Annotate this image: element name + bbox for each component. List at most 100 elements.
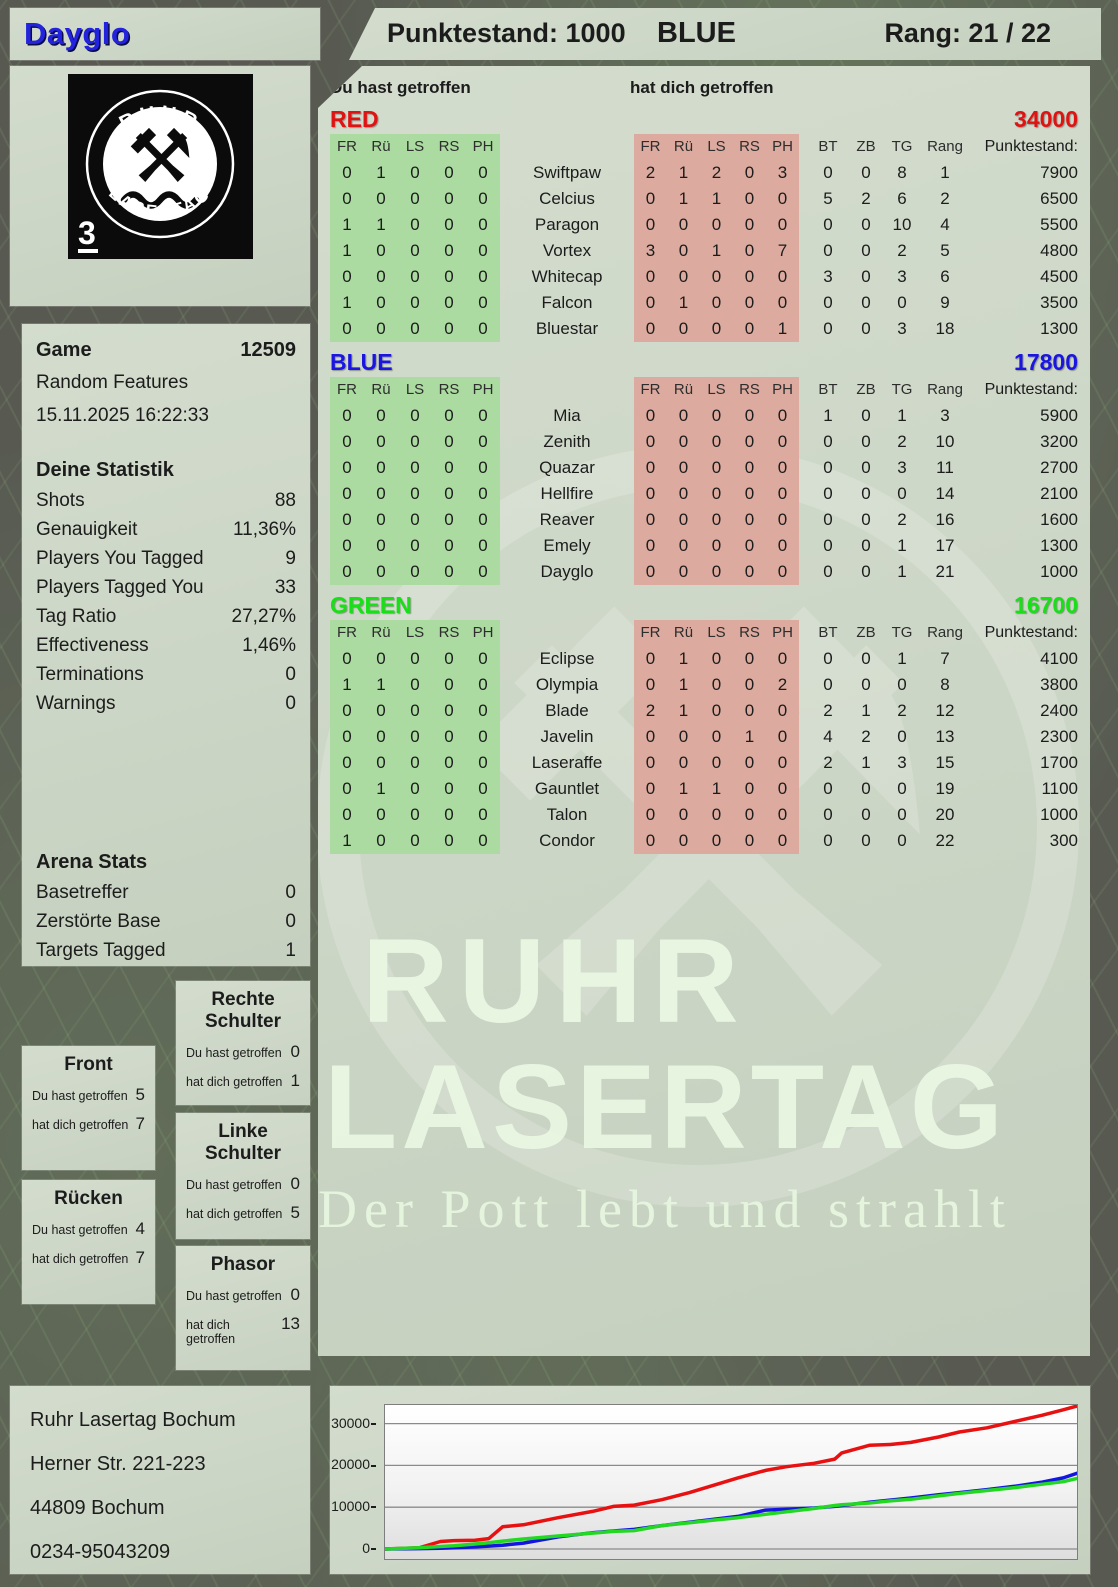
cell-stat: 1 bbox=[897, 649, 907, 668]
cell-you-hit: 0 bbox=[466, 646, 500, 672]
cell-stat: 5 bbox=[823, 189, 833, 208]
cell-stat: 19 bbox=[935, 779, 955, 798]
cell-hit-you: 7 bbox=[766, 238, 799, 264]
cell-hit-you: 0 bbox=[766, 507, 799, 533]
cell-you-hit: 0 bbox=[364, 429, 398, 455]
stat-label: Players You Tagged bbox=[36, 548, 204, 569]
cell-you-hit: 0 bbox=[364, 316, 398, 342]
cell-hit-you: 0 bbox=[667, 481, 700, 507]
cell-you-hit: 0 bbox=[432, 750, 466, 776]
cell-you-hit: 0 bbox=[466, 403, 500, 429]
cell-stat: 1 bbox=[897, 406, 907, 425]
cell-gap bbox=[799, 212, 809, 238]
cell-you-hit: 0 bbox=[466, 724, 500, 750]
cell-hit-you: 1 bbox=[700, 186, 733, 212]
team-tables: RED 34000 FR Rü LS RS PH FR Rü LS RS PH BT ZB TG Rang Pu… bbox=[330, 104, 1078, 854]
cell-stat: 15 bbox=[935, 753, 955, 772]
cell-stat: 0 bbox=[823, 562, 833, 581]
cell-stat: 1 bbox=[897, 536, 907, 555]
chart-line-green bbox=[383, 1476, 1079, 1551]
cell-you-hit: 0 bbox=[432, 160, 466, 186]
hitbox-left-shoulder: Linke Schulter Du hast getroffen 0 hat di… bbox=[176, 1113, 310, 1239]
cell-hit-you: 0 bbox=[667, 403, 700, 429]
cell-you-hit: 0 bbox=[364, 403, 398, 429]
stat-label: Players Tagged You bbox=[36, 577, 204, 598]
cell-punktestand: 1300 bbox=[1040, 319, 1078, 338]
player-name: Blade bbox=[545, 701, 589, 720]
col-header-hit-you: RS bbox=[733, 377, 766, 403]
cell-stat: 0 bbox=[897, 727, 907, 746]
col-header-name bbox=[500, 377, 634, 403]
player-name: Mia bbox=[553, 406, 581, 425]
cell-you-hit: 0 bbox=[330, 698, 364, 724]
cell-hit-you: 0 bbox=[766, 724, 799, 750]
cell-hit-you: 2 bbox=[766, 672, 799, 698]
table-row: 0 0 0 0 0 Whitecap 0 0 0 0 0 3 0 3 6 4500 bbox=[330, 264, 1078, 290]
cell-hit-you: 0 bbox=[634, 429, 667, 455]
cell-punktestand: 1000 bbox=[1040, 805, 1078, 824]
cell-you-hit: 0 bbox=[364, 290, 398, 316]
venue-city: 44809 Bochum bbox=[30, 1497, 165, 1519]
col-header-hit-you: Rü bbox=[667, 134, 700, 160]
cell-hit-you: 0 bbox=[766, 481, 799, 507]
sidebar-stats-panel: Game 12509 Random Features 15.11.2025 16… bbox=[22, 324, 310, 966]
cell-hit-you: 0 bbox=[733, 776, 766, 802]
cell-you-hit: 0 bbox=[330, 316, 364, 342]
table-row: 1 0 0 0 0 Vortex 3 0 1 0 7 0 0 2 5 4800 bbox=[330, 238, 1078, 264]
cell-you-hit: 0 bbox=[466, 750, 500, 776]
stat-row: Terminations 0 bbox=[36, 660, 296, 689]
cell-you-hit: 0 bbox=[364, 533, 398, 559]
cell-stat: 0 bbox=[861, 536, 871, 555]
cell-you-hit: 1 bbox=[330, 828, 364, 854]
hitbox-row: Du hast getroffen 0 bbox=[186, 1174, 300, 1194]
cell-hit-you: 0 bbox=[667, 264, 700, 290]
cell-you-hit: 0 bbox=[398, 186, 432, 212]
col-header-stat: ZB bbox=[856, 138, 876, 155]
col-header-you-hit: RS bbox=[432, 377, 466, 403]
cell-hit-you: 0 bbox=[733, 238, 766, 264]
cell-you-hit: 0 bbox=[364, 750, 398, 776]
cell-hit-you: 0 bbox=[733, 160, 766, 186]
col-header-stat: TG bbox=[891, 381, 913, 398]
cell-stat: 0 bbox=[823, 831, 833, 850]
cell-punktestand: 1600 bbox=[1040, 510, 1078, 529]
cell-you-hit: 1 bbox=[330, 290, 364, 316]
cell-stat: 0 bbox=[861, 406, 871, 425]
cell-stat: 0 bbox=[823, 458, 833, 477]
cell-hit-you: 0 bbox=[700, 802, 733, 828]
cell-hit-you: 0 bbox=[634, 290, 667, 316]
cell-hit-you: 0 bbox=[700, 724, 733, 750]
cell-you-hit: 0 bbox=[398, 802, 432, 828]
cell-you-hit: 0 bbox=[432, 559, 466, 585]
cell-hit-you: 0 bbox=[667, 559, 700, 585]
venue-street: Herner Str. 221-223 bbox=[30, 1453, 206, 1475]
cell-you-hit: 0 bbox=[364, 264, 398, 290]
cell-hit-you: 1 bbox=[667, 698, 700, 724]
cell-hit-you: 0 bbox=[700, 264, 733, 290]
col-header-you-hit: Rü bbox=[364, 620, 398, 646]
cell-stat: 4 bbox=[940, 215, 950, 234]
hitbox-row: hat dich getroffen 13 bbox=[186, 1314, 300, 1346]
cell-stat: 1 bbox=[897, 562, 907, 581]
col-header-hit-you: PH bbox=[766, 377, 799, 403]
player-name: Condor bbox=[539, 831, 595, 850]
venue-name: Ruhr Lasertag Bochum bbox=[30, 1409, 236, 1431]
header-rank: Rang: 21 / 22 bbox=[884, 18, 1051, 48]
cell-stat: 0 bbox=[823, 484, 833, 503]
player-name: Vortex bbox=[542, 241, 592, 260]
hitbox-row: Du hast getroffen 4 bbox=[32, 1219, 145, 1239]
cell-gap bbox=[799, 533, 809, 559]
cell-you-hit: 0 bbox=[330, 264, 364, 290]
cell-stat: 16 bbox=[935, 510, 955, 529]
logo-badge: 3 bbox=[78, 215, 96, 251]
cell-you-hit: 0 bbox=[398, 724, 432, 750]
hitbox-row: hat dich getroffen 1 bbox=[186, 1071, 300, 1091]
cell-you-hit: 0 bbox=[432, 290, 466, 316]
col-header-hit-you: RS bbox=[733, 620, 766, 646]
cell-you-hit: 1 bbox=[330, 238, 364, 264]
game-row: Game 12509 bbox=[36, 334, 296, 366]
arena-section-title: Arena Stats bbox=[36, 851, 148, 873]
cell-hit-you: 0 bbox=[634, 455, 667, 481]
cell-stat: 0 bbox=[823, 215, 833, 234]
cell-you-hit: 0 bbox=[432, 264, 466, 290]
